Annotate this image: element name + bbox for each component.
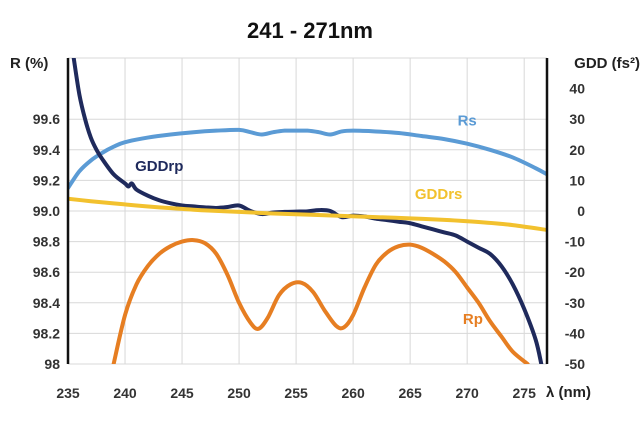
y-left-axis-title: R (%) — [10, 55, 48, 72]
y-left-tick-label: 99.2 — [33, 172, 60, 188]
y-right-tick-label: -10 — [565, 234, 585, 250]
y-right-tick-label: 0 — [577, 203, 585, 219]
y-left-tick-label: 98.6 — [33, 264, 60, 280]
y-right-tick-label: 40 — [569, 81, 585, 97]
axes — [66, 58, 549, 364]
series-label-gddrs: GDDrs — [415, 186, 463, 203]
series-line-rs — [68, 127, 547, 191]
y-left-tick-label: 98 — [44, 356, 60, 372]
x-tick-label: 275 — [513, 385, 537, 401]
tick-labels: 98 98.2 98.4 98.6 98.8 99.0 99.2 99.4 99.6 235 240… — [33, 81, 585, 401]
x-tick-label: 235 — [56, 385, 80, 401]
y-right-tick-label: 20 — [569, 142, 585, 158]
x-tick-label: 245 — [170, 385, 194, 401]
series-lines — [68, 58, 547, 364]
x-tick-label: 240 — [113, 385, 137, 401]
series-label-gddrp: GDDrp — [135, 158, 183, 175]
x-tick-label: 250 — [227, 385, 251, 401]
y-right-tick-label: 30 — [569, 111, 585, 127]
y-left-tick-label: 99.4 — [33, 142, 60, 158]
y-left-tick-label: 99.0 — [33, 203, 60, 219]
y-right-axis-title: GDD (fs²) — [574, 55, 640, 72]
x-tick-label: 255 — [284, 385, 308, 401]
y-left-tick-label: 98.8 — [33, 234, 60, 250]
series-line-gddrs — [68, 196, 547, 232]
y-right-tick-label: -30 — [565, 295, 585, 311]
y-left-tick-label: 99.6 — [33, 111, 60, 127]
y-right-tick-label: -40 — [565, 325, 585, 341]
x-tick-label: 265 — [398, 385, 422, 401]
y-right-tick-label: 10 — [569, 172, 585, 188]
chart-title: 241 - 271nm — [247, 18, 373, 43]
y-left-tick-label: 98.2 — [33, 325, 60, 341]
series-label-rs: Rs — [458, 112, 477, 129]
y-right-tick-label: -20 — [565, 264, 585, 280]
y-right-tick-label: -50 — [565, 356, 585, 372]
y-left-tick-label: 98.4 — [33, 295, 60, 311]
series-line-rp — [111, 238, 530, 364]
series-labels: Rs Rp GDDrp GDDrs — [135, 112, 483, 328]
x-tick-label: 260 — [341, 385, 365, 401]
x-axis-title: λ (nm) — [546, 384, 591, 401]
x-tick-label: 270 — [455, 385, 479, 401]
series-label-rp: Rp — [463, 311, 483, 328]
